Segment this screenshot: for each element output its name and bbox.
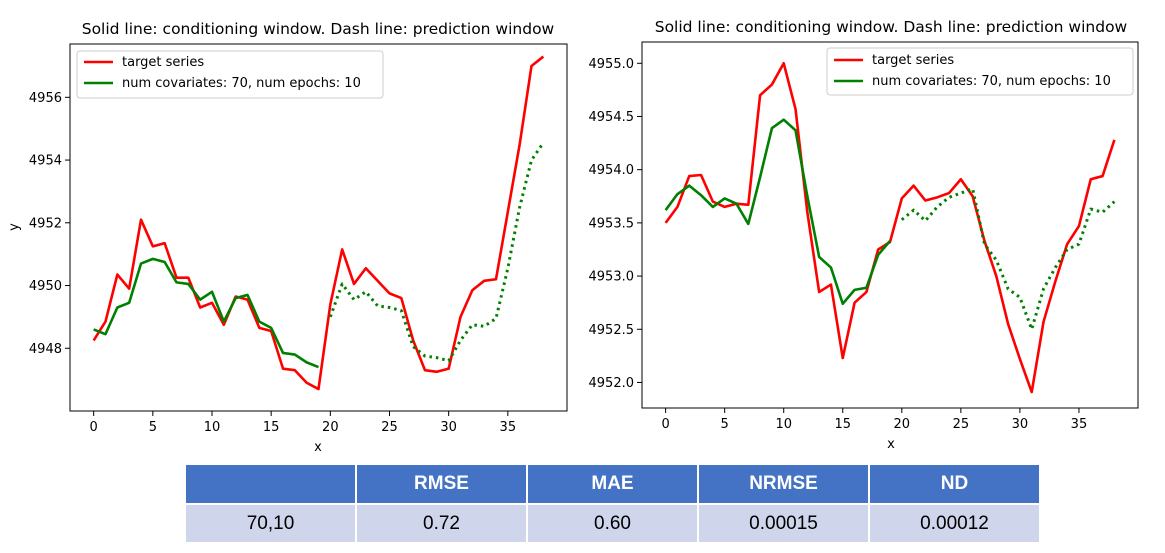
chart-left-y-axis-label: y bbox=[7, 223, 22, 231]
chart-left-x-tick-label: 25 bbox=[381, 420, 398, 435]
chart-right-y-tick-label: 4955.0 bbox=[589, 57, 635, 72]
chart-left-title: Solid line: conditioning window. Dash li… bbox=[82, 20, 555, 38]
legend-box bbox=[76, 50, 384, 99]
chart-right-x-tick-label: 0 bbox=[661, 417, 669, 432]
chart-right-x-ticks: 0 5 10 15 20 25 30 35 bbox=[661, 408, 1087, 432]
chart-right-y-tick-label: 4953.5 bbox=[589, 216, 635, 231]
chart-right: Solid line: conditioning window. Dash li… bbox=[589, 18, 1139, 452]
chart-left-x-tick-label: 35 bbox=[500, 420, 517, 435]
chart-right-legend: target series num covariates: 70, num ep… bbox=[826, 47, 1134, 96]
chart-left-y-tick-label: 4956 bbox=[29, 91, 62, 106]
chart-left-target-series-line bbox=[92, 55, 545, 391]
chart-left-x-tick-label: 10 bbox=[204, 420, 221, 435]
chart-right-y-tick-label: 4954.5 bbox=[589, 110, 635, 125]
chart-left-y-tick-label: 4952 bbox=[29, 216, 62, 231]
chart-left-x-tick-label: 30 bbox=[440, 420, 457, 435]
chart-right-target-series-line bbox=[664, 61, 1116, 394]
chart-right-y-tick-label: 4953.0 bbox=[589, 270, 635, 285]
legend-box bbox=[826, 47, 1134, 96]
chart-left-y-ticks: 4948 4950 4952 4954 4956 bbox=[29, 91, 70, 357]
chart-right-x-axis-label: x bbox=[887, 437, 895, 452]
chart-left-x-tick-label: 20 bbox=[322, 420, 339, 435]
chart-right-x-tick-label: 20 bbox=[894, 417, 911, 432]
chart-right-x-tick-label: 30 bbox=[1012, 417, 1029, 432]
chart-left-model-prediction-line bbox=[328, 141, 545, 363]
chart-left-x-tick-label: 15 bbox=[263, 420, 280, 435]
metrics-header-blank bbox=[184, 463, 357, 505]
chart-left-y-tick-label: 4950 bbox=[29, 279, 62, 294]
metrics-header-row: RMSE MAE NRMSE ND bbox=[184, 463, 1041, 505]
chart-right-y-tick-label: 4952.5 bbox=[589, 323, 635, 338]
chart-left-plot-frame bbox=[69, 43, 568, 412]
chart-right-model-prediction-line bbox=[900, 187, 1116, 331]
chart-left-y-tick-label: 4948 bbox=[29, 342, 62, 357]
metrics-header-nrmse: NRMSE bbox=[697, 463, 870, 505]
chart-left-x-tick-label: 0 bbox=[90, 420, 98, 435]
chart-left-y-tick-label: 4954 bbox=[29, 154, 62, 169]
chart-right-y-tick-label: 4952.0 bbox=[589, 376, 635, 391]
chart-left-x-ticks: 0 5 10 15 20 25 30 35 bbox=[90, 411, 517, 435]
chart-left-x-tick-label: 5 bbox=[149, 420, 157, 435]
chart-left-x-axis-label: x bbox=[314, 440, 322, 455]
metrics-header-nd: ND bbox=[868, 463, 1041, 505]
chart-left: Solid line: conditioning window. Dash li… bbox=[7, 20, 568, 455]
metrics-cell-rmse: 0.72 bbox=[355, 503, 528, 544]
metrics-cell-mae: 0.60 bbox=[526, 503, 699, 544]
legend-label-target: target series bbox=[122, 55, 204, 70]
chart-right-x-tick-label: 25 bbox=[953, 417, 970, 432]
metrics-header-mae: MAE bbox=[526, 463, 699, 505]
chart-right-x-tick-label: 5 bbox=[721, 417, 729, 432]
chart-right-x-tick-label: 15 bbox=[834, 417, 851, 432]
chart-right-title: Solid line: conditioning window. Dash li… bbox=[655, 18, 1128, 36]
chart-right-model-conditioning-line bbox=[664, 118, 891, 306]
chart-left-legend: target series num covariates: 70, num ep… bbox=[76, 50, 384, 99]
metrics-table: RMSE MAE NRMSE ND 70,10 0.72 0.60 0.0001… bbox=[184, 463, 1041, 544]
metrics-header-rmse: RMSE bbox=[355, 463, 528, 505]
chart-right-y-tick-label: 4954.0 bbox=[589, 163, 635, 178]
chart-right-y-ticks: 4952.0 4952.5 4953.0 4953.5 4954.0 4954.5 4955… bbox=[589, 57, 642, 391]
metrics-cell-nd: 0.00012 bbox=[868, 503, 1041, 544]
legend-label-model: num covariates: 70, num epochs: 10 bbox=[122, 76, 361, 91]
chart-left-series-lines bbox=[92, 55, 545, 391]
legend-label-model: num covariates: 70, num epochs: 10 bbox=[872, 74, 1111, 89]
chart-right-x-tick-label: 10 bbox=[775, 417, 792, 432]
chart-left-model-conditioning-line bbox=[93, 257, 319, 369]
chart-right-series-lines bbox=[664, 61, 1116, 394]
chart-right-x-tick-label: 35 bbox=[1071, 417, 1088, 432]
chart-right-plot-frame bbox=[641, 41, 1139, 409]
charts-area: Solid line: conditioning window. Dash li… bbox=[7, 18, 1139, 455]
legend-label-target: target series bbox=[872, 53, 954, 68]
metrics-cell-nrmse: 0.00015 bbox=[697, 503, 870, 544]
metrics-cell-config: 70,10 bbox=[184, 503, 357, 544]
metrics-data-row: 70,10 0.72 0.60 0.00015 0.00012 bbox=[184, 503, 1041, 544]
